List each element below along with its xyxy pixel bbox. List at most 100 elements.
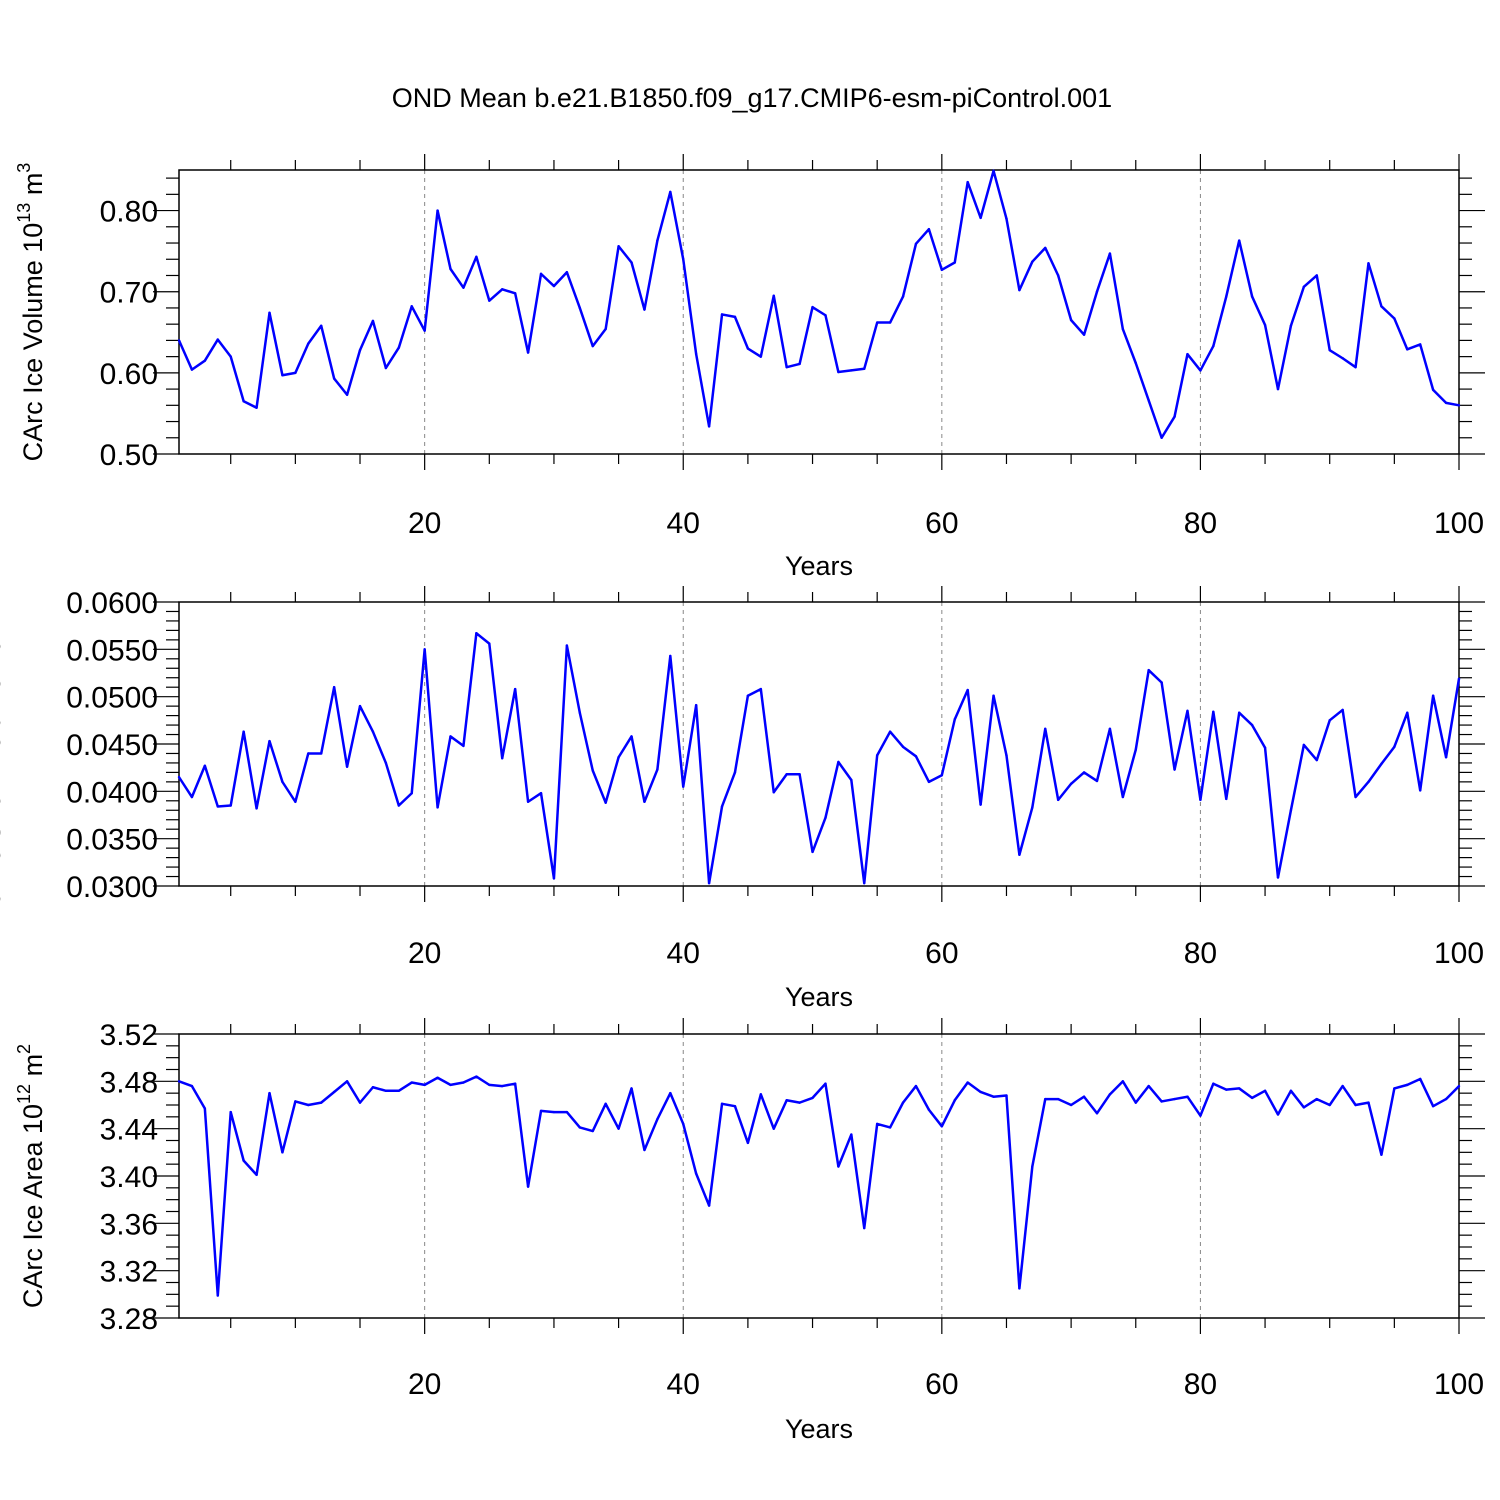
- data-point: [1406, 711, 1409, 714]
- data-point: [397, 1089, 400, 1093]
- data-point: [785, 365, 788, 369]
- x-tick-label: 100: [1434, 1368, 1484, 1401]
- data-point: [1199, 798, 1202, 802]
- data-point: [1419, 1077, 1422, 1081]
- data-point: [294, 800, 297, 803]
- data-point: [1302, 285, 1306, 289]
- data-point: [1186, 352, 1189, 356]
- data-point: [190, 368, 194, 371]
- data-point: [733, 1104, 737, 1108]
- data-point: [720, 313, 724, 316]
- data-point: [578, 306, 582, 310]
- data-point: [617, 1127, 620, 1130]
- data-point: [1367, 262, 1370, 265]
- data-point: [720, 805, 724, 808]
- data-point: [397, 346, 400, 349]
- data-point: [953, 1099, 956, 1102]
- data-point: [242, 400, 245, 403]
- data-point: [371, 319, 375, 323]
- data-point: [1212, 344, 1215, 348]
- plot-frame: [178, 169, 1460, 455]
- data-point: [1147, 668, 1150, 672]
- data-point: [294, 371, 297, 375]
- data-point: [1225, 295, 1228, 298]
- data-point: [785, 773, 788, 776]
- data-point: [591, 769, 594, 772]
- data-point: [358, 704, 362, 708]
- data-point: [1186, 709, 1189, 713]
- data-point: [320, 752, 323, 755]
- data-point: [565, 644, 569, 647]
- data-point: [656, 239, 659, 242]
- data-point: [1160, 436, 1163, 439]
- data-point: [940, 268, 944, 272]
- data-point: [307, 1103, 310, 1107]
- data-point: [526, 351, 530, 354]
- data-point: [449, 1083, 452, 1087]
- data-point: [1173, 1097, 1176, 1101]
- x-tick-label: 20: [408, 937, 441, 970]
- data-point: [462, 744, 465, 748]
- data-point: [1108, 252, 1112, 255]
- data-point: [694, 1172, 698, 1175]
- data-point: [966, 180, 969, 184]
- data-point: [488, 299, 491, 302]
- data-point: [1315, 274, 1318, 277]
- data-point: [513, 292, 517, 295]
- data-point: [1367, 780, 1370, 784]
- data-point: [1431, 1104, 1435, 1108]
- data-point: [268, 739, 271, 743]
- data-point: [1044, 246, 1047, 250]
- data-point: [1289, 809, 1293, 812]
- data-point: [798, 362, 801, 366]
- data-point: [888, 321, 892, 324]
- data-point: [320, 1101, 323, 1104]
- data-point: [1444, 1097, 1448, 1101]
- y-tick-label: 0.50: [100, 439, 158, 472]
- data-point: [643, 800, 646, 803]
- data-point: [1108, 727, 1112, 731]
- data-point: [1380, 305, 1383, 308]
- y-tick-label: 0.0550: [66, 634, 158, 667]
- chart-title: OND Mean b.e21.B1850.f09_g17.CMIP6-esm-p…: [392, 83, 1112, 113]
- data-point: [1121, 1080, 1125, 1083]
- data-point: [501, 288, 504, 291]
- data-point: [423, 1083, 426, 1087]
- data-point: [927, 228, 931, 231]
- data-point: [643, 308, 646, 311]
- data-point: [1419, 789, 1422, 792]
- data-point: [449, 267, 452, 271]
- data-point: [914, 242, 918, 246]
- data-point: [1328, 719, 1331, 722]
- data-point: [979, 1090, 982, 1094]
- data-point: [1108, 1093, 1112, 1096]
- data-point: [1173, 415, 1176, 418]
- data-point: [746, 347, 750, 350]
- data-point: [216, 338, 219, 341]
- data-point: [384, 761, 388, 765]
- data-point: [423, 329, 426, 332]
- data-point: [268, 1091, 271, 1095]
- x-axis-title: Years: [785, 982, 853, 1012]
- data-point: [824, 1082, 827, 1085]
- data-point: [656, 1118, 659, 1121]
- data-point: [475, 632, 478, 635]
- data-point: [875, 321, 879, 324]
- data-point: [552, 1110, 556, 1114]
- data-point: [1380, 762, 1383, 766]
- data-point: [992, 169, 995, 173]
- data-point: [552, 284, 556, 288]
- data-point: [320, 324, 323, 327]
- data-point: [1457, 404, 1461, 407]
- data-point: [1069, 318, 1073, 322]
- data-point: [850, 369, 853, 372]
- data-point: [798, 1101, 801, 1104]
- data-point: [1199, 1114, 1202, 1117]
- data-point: [1134, 1101, 1137, 1104]
- data-point: [617, 756, 620, 759]
- data-point: [345, 1080, 349, 1083]
- data-point: [1380, 1153, 1383, 1156]
- data-point: [604, 327, 607, 331]
- data-point: [242, 1159, 245, 1162]
- data-point: [345, 765, 349, 768]
